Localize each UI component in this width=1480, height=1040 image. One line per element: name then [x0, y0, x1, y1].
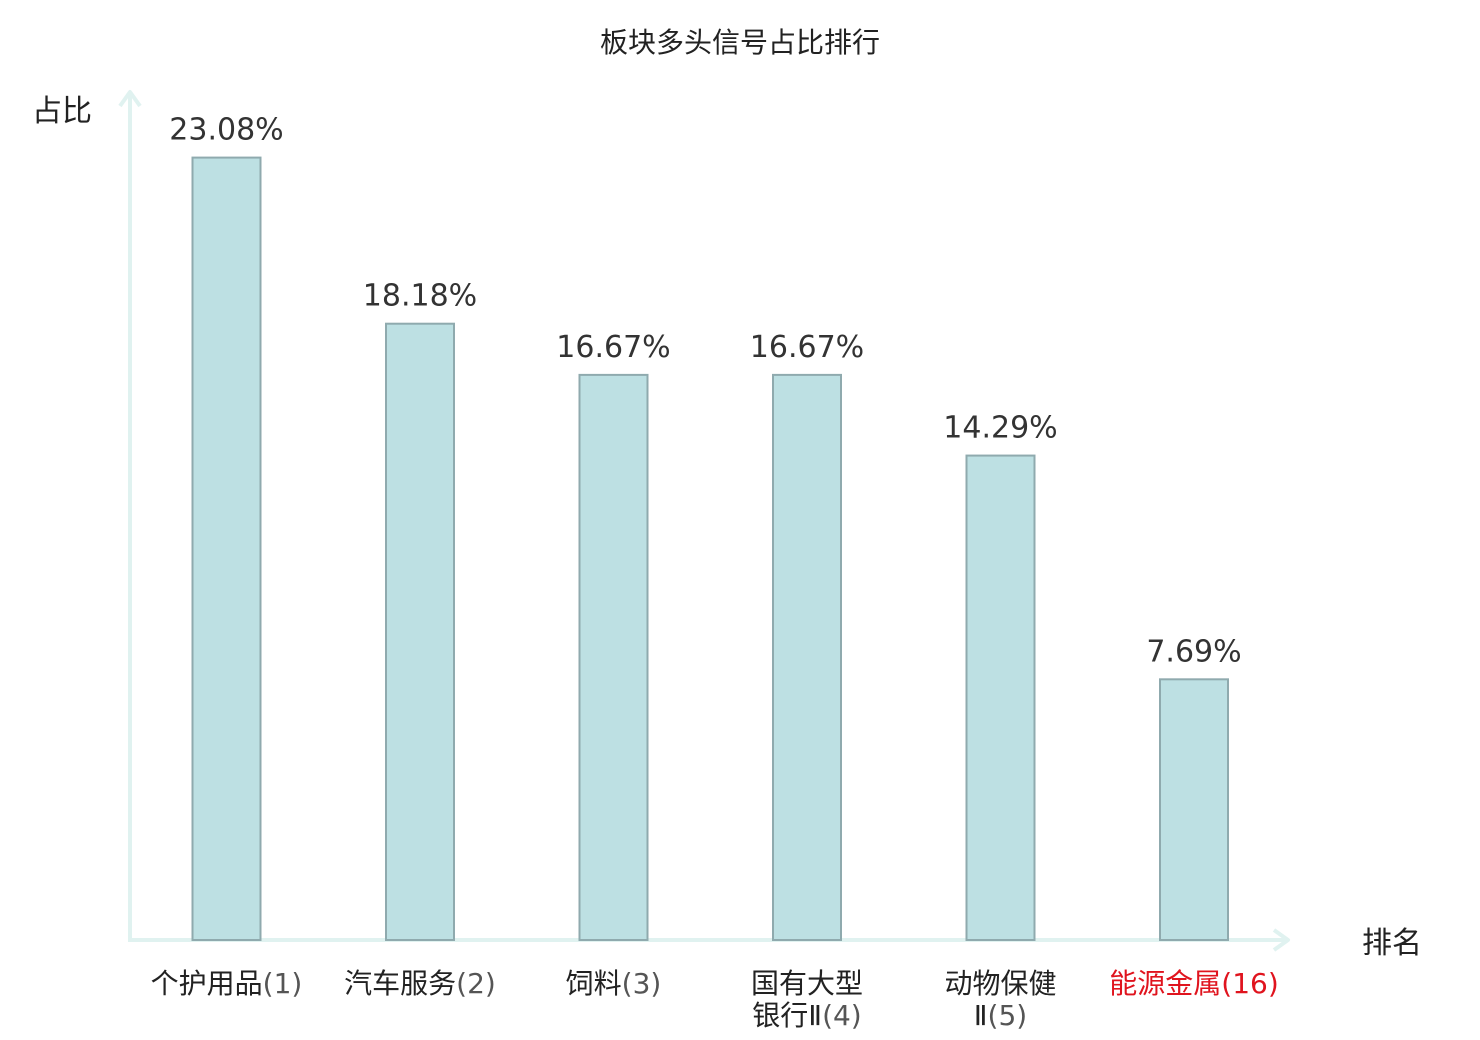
category-rank-2: (2): [456, 967, 496, 1000]
category-label-4: 国有大型银行Ⅱ(4): [751, 967, 863, 1032]
category-label-5: 动物保健 Ⅱ(5): [944, 967, 1056, 1032]
bar-2: [385, 322, 455, 941]
category-name-3-line-1: 饲料: [566, 967, 622, 1000]
value-label-3: 16.67%: [556, 330, 670, 365]
category-label-2: 汽车服务(2): [344, 967, 496, 1000]
bar-6: [1159, 678, 1229, 942]
category-rank-4: (4): [822, 999, 862, 1032]
category-label-1: 个护用品(1): [151, 967, 303, 1000]
category-name-4-line-2: 银行Ⅱ: [752, 999, 822, 1032]
category-label-6: 能源金属(16): [1109, 967, 1279, 1000]
bar-1: [191, 156, 262, 941]
x-axis-arrow: [1272, 928, 1290, 952]
category-name-2-line-1: 汽车服务: [344, 967, 456, 1000]
value-label-4: 16.67%: [750, 330, 864, 365]
category-name-1-line-1: 个护用品: [151, 967, 263, 1000]
category-labels: 个护用品(1) 汽车服务(2) 饲料(3) 国有大型银行Ⅱ(4) 动物保健 Ⅱ(5) 能源金…: [151, 967, 1279, 1032]
value-label-2: 18.18%: [363, 279, 477, 314]
y-axis-label: 占比: [32, 94, 92, 129]
category-name-4-line-1: 国有大型: [751, 967, 863, 1000]
bar-5: [965, 454, 1036, 941]
bar-4: [772, 373, 842, 941]
value-labels: 23.08% 18.18% 16.67% 16.67% 14.29% 7.69%: [169, 113, 1241, 670]
value-label-5: 14.29%: [943, 411, 1057, 446]
x-axis-label: 排名: [1362, 926, 1422, 961]
category-rank-3: (3): [622, 967, 662, 1000]
bar-3: [578, 373, 649, 941]
value-label-1: 23.08%: [169, 113, 283, 148]
axes: [118, 90, 1290, 952]
category-rank-6: (16): [1221, 967, 1278, 1000]
category-name-5-line-1: 动物保健: [944, 967, 1056, 1000]
category-label-3: 饲料(3): [566, 967, 662, 1000]
y-axis-arrow: [118, 90, 142, 108]
category-name-6-line-1: 能源金属: [1109, 967, 1221, 1000]
category-name-5-line-2: Ⅱ: [974, 999, 988, 1032]
chart-title: 板块多头信号占比排行: [600, 26, 880, 59]
category-rank-5: (5): [988, 999, 1028, 1032]
value-label-6: 7.69%: [1146, 634, 1241, 669]
bars: [191, 156, 1229, 942]
category-rank-1: (1): [263, 967, 303, 1000]
